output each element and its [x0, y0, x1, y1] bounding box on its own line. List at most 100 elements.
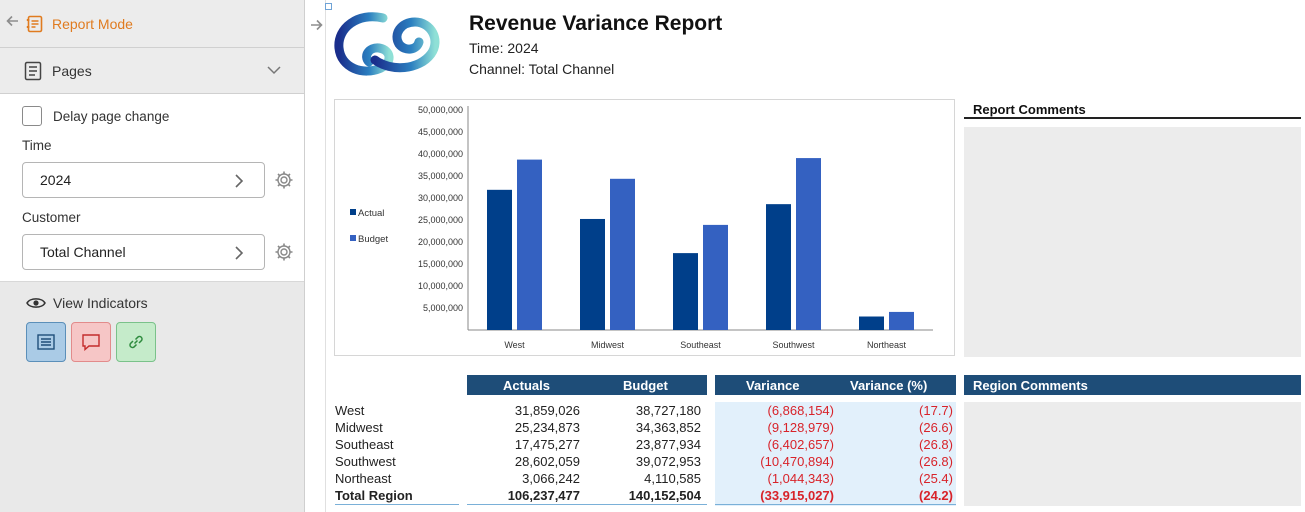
list-indicator-button[interactable]	[26, 322, 66, 362]
y-tick-label: 40,000,000	[418, 149, 463, 159]
variance-pct-cell: (25.4)	[919, 471, 953, 486]
variance-pct-cell: (26.8)	[919, 454, 953, 469]
y-tick-label: 45,000,000	[418, 127, 463, 137]
selection-handle	[325, 3, 332, 10]
back-arrow-icon[interactable]	[6, 14, 24, 33]
legend-swatch-actual	[350, 209, 356, 215]
customer-selector[interactable]: Total Channel	[22, 234, 265, 270]
customer-value: Total Channel	[40, 244, 126, 260]
report-comments-area[interactable]	[964, 127, 1301, 357]
table-total-row: Total Region 106,237,477 140,152,504 (33…	[335, 488, 955, 505]
link-icon	[129, 335, 143, 349]
legend-label-budget: Budget	[358, 234, 388, 245]
customer-field-row: Total Channel	[22, 234, 304, 270]
budget-cell: 34,363,852	[635, 420, 701, 435]
total-variance: (33,915,027)	[760, 488, 834, 503]
x-tick-label: Northeast	[867, 340, 907, 350]
indicator-buttons	[26, 322, 304, 362]
y-tick-label: 20,000,000	[418, 237, 463, 247]
region-comments-area[interactable]	[964, 402, 1301, 506]
bar-budget-west	[517, 159, 542, 330]
actuals-cell: 31,859,026	[514, 403, 580, 418]
pages-label: Pages	[52, 62, 92, 79]
bar-budget-southeast	[703, 224, 728, 330]
report-mode-icon	[26, 15, 43, 32]
report-title: Revenue Variance Report	[469, 12, 723, 35]
actuals-cell: 17,475,277	[514, 437, 580, 452]
company-logo	[334, 12, 440, 76]
region-name: West	[335, 403, 365, 418]
actuals-cell: 28,602,059	[514, 454, 580, 469]
variance-pct-cell: (17.7)	[919, 403, 953, 418]
delay-page-change-label: Delay page change	[53, 108, 170, 124]
sidebar-header: Report Mode	[0, 0, 304, 48]
total-underline	[715, 504, 956, 505]
header-variance-pct: Variance (%)	[850, 378, 928, 393]
variance-pct-cell: (26.6)	[919, 420, 953, 435]
budget-cell: 23,877,934	[635, 437, 701, 452]
header-budget: Budget	[623, 378, 668, 393]
gear-icon[interactable]	[274, 242, 294, 262]
variance-cell: (6,868,154)	[767, 403, 835, 418]
forward-arrow-icon[interactable]	[309, 18, 323, 32]
revenue-bar-chart: 5,000,000 10,000,000 15,000,000 20,000,000 2…	[350, 105, 933, 350]
delay-page-change-checkbox[interactable]	[22, 106, 42, 126]
table-header-actuals-budget: Actuals Budget	[467, 375, 707, 395]
report-channel-line: Channel: Total Channel	[469, 61, 615, 77]
report-comments-title: Report Comments	[964, 102, 1301, 119]
bar-budget-midwest	[610, 178, 635, 330]
chevron-right-icon	[235, 246, 244, 260]
legend-swatch-budget	[350, 235, 356, 241]
x-tick-label: West	[504, 340, 525, 350]
total-name: Total Region	[335, 488, 413, 503]
view-indicators-section: View Indicators	[0, 282, 304, 362]
table-row: Southeast 17,475,277 23,877,934 (6,402,657)…	[335, 437, 955, 454]
y-tick-label: 30,000,000	[418, 193, 463, 203]
chevron-right-icon	[235, 174, 244, 188]
total-variance-pct: (24.2)	[919, 488, 953, 503]
report-mode-label[interactable]: Report Mode	[52, 15, 133, 32]
budget-cell: 39,072,953	[635, 454, 701, 469]
y-tick-label: 15,000,000	[418, 259, 463, 269]
total-underline	[467, 504, 707, 505]
gear-icon[interactable]	[274, 170, 294, 190]
variance-column-background	[715, 402, 956, 506]
sidebar-divider	[305, 0, 332, 512]
revenue-chart: 5,000,000 10,000,000 15,000,000 20,000,000 2…	[334, 99, 955, 356]
table-row: West 31,859,026 38,727,180 (6,868,154) (17.7…	[335, 403, 955, 420]
header-actuals: Actuals	[503, 378, 550, 393]
view-indicators-label: View Indicators	[53, 295, 148, 311]
list-icon	[37, 334, 55, 350]
legend-label-actual: Actual	[358, 208, 384, 219]
eye-icon	[26, 298, 46, 308]
bar-actual-southwest	[766, 204, 791, 330]
chevron-down-icon[interactable]	[266, 62, 282, 78]
bar-actual-west	[487, 189, 512, 330]
budget-cell: 4,110,585	[644, 471, 701, 486]
pages-icon	[24, 61, 42, 80]
x-tick-label: Southeast	[680, 340, 721, 350]
variance-cell: (10,470,894)	[760, 454, 834, 469]
link-indicator-button[interactable]	[116, 322, 156, 362]
x-tick-label: Midwest	[591, 340, 625, 350]
comment-indicator-button[interactable]	[71, 322, 111, 362]
table-row: Northeast 3,066,242 4,110,585 (1,044,343) (2…	[335, 471, 955, 488]
bar-actual-midwest	[580, 218, 605, 330]
time-selector[interactable]: 2024	[22, 162, 265, 198]
region-name: Southwest	[335, 454, 396, 469]
customer-label: Customer	[22, 210, 81, 225]
y-tick-label: 5,000,000	[423, 303, 463, 313]
time-field-row: 2024	[22, 162, 304, 198]
budget-cell: 38,727,180	[635, 403, 701, 418]
sidebar: Report Mode Pages Delay page change Time…	[0, 0, 305, 512]
variance-cell: (1,044,343)	[767, 471, 835, 486]
total-underline	[335, 504, 459, 505]
pages-section-header[interactable]: Pages	[0, 48, 304, 94]
x-tick-label: Southwest	[772, 340, 815, 350]
region-name: Northeast	[335, 471, 392, 486]
time-value: 2024	[40, 172, 72, 188]
bar-actual-northeast	[859, 316, 884, 330]
total-budget: 140,152,504	[628, 488, 701, 503]
delay-page-change-row: Delay page change	[22, 106, 304, 126]
